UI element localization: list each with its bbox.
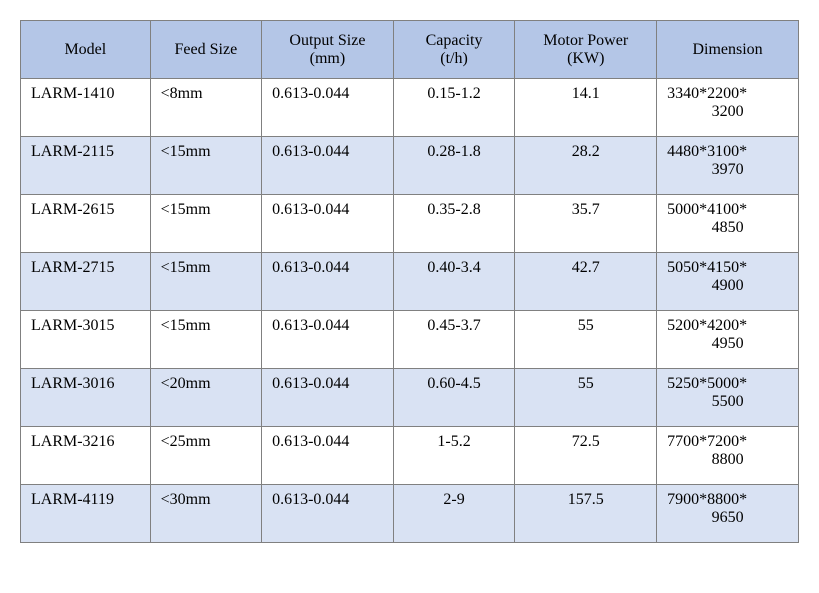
cell-line1: 5250*5000* xyxy=(667,375,788,393)
table-row: LARM-3216<25mm0.613-0.0441-5.272.57700*7… xyxy=(21,427,799,485)
column-header: Capacity(t/h) xyxy=(393,21,515,79)
table-cell: <15mm xyxy=(150,195,261,253)
column-header: Output Size(mm) xyxy=(262,21,394,79)
table-cell: 3340*2200*3200 xyxy=(657,79,799,137)
cell-line2: 9650 xyxy=(667,509,788,527)
table-cell: 42.7 xyxy=(515,253,657,311)
table-cell: 0.613-0.044 xyxy=(262,79,394,137)
header-label-line1: Capacity xyxy=(404,32,505,50)
table-row: LARM-3016<20mm0.613-0.0440.60-4.5555250*… xyxy=(21,369,799,427)
table-cell: 5250*5000*5500 xyxy=(657,369,799,427)
table-cell: <30mm xyxy=(150,485,261,543)
table-cell: <15mm xyxy=(150,311,261,369)
table-cell: 5200*4200*4950 xyxy=(657,311,799,369)
table-row: LARM-1410<8mm0.613-0.0440.15-1.214.13340… xyxy=(21,79,799,137)
table-cell: LARM-3216 xyxy=(21,427,151,485)
table-cell: 28.2 xyxy=(515,137,657,195)
table-cell: 0.35-2.8 xyxy=(393,195,515,253)
cell-line2: 3970 xyxy=(667,161,788,179)
table-cell: 0.60-4.5 xyxy=(393,369,515,427)
cell-line2: 4850 xyxy=(667,219,788,237)
table-cell: 5050*4150*4900 xyxy=(657,253,799,311)
table-cell: 5000*4100*4850 xyxy=(657,195,799,253)
table-row: LARM-2615<15mm0.613-0.0440.35-2.835.7500… xyxy=(21,195,799,253)
table-cell: 35.7 xyxy=(515,195,657,253)
table-row: LARM-2715<15mm0.613-0.0440.40-3.442.7505… xyxy=(21,253,799,311)
cell-line1: 5000*4100* xyxy=(667,201,788,219)
table-cell: 0.15-1.2 xyxy=(393,79,515,137)
header-label-line2: (t/h) xyxy=(404,50,505,68)
cell-line2: 5500 xyxy=(667,393,788,411)
header-label-line1: Motor Power xyxy=(525,32,646,50)
header-label-line1: Model xyxy=(31,41,140,59)
column-header: Feed Size xyxy=(150,21,261,79)
table-row: LARM-4119<30mm0.613-0.0442-9157.57900*88… xyxy=(21,485,799,543)
table-cell: LARM-2715 xyxy=(21,253,151,311)
column-header: Motor Power(KW) xyxy=(515,21,657,79)
table-cell: LARM-3016 xyxy=(21,369,151,427)
table-cell: 0.613-0.044 xyxy=(262,195,394,253)
table-cell: 2-9 xyxy=(393,485,515,543)
table-cell: 1-5.2 xyxy=(393,427,515,485)
table-cell: 0.613-0.044 xyxy=(262,311,394,369)
table-cell: <20mm xyxy=(150,369,261,427)
cell-line1: 7900*8800* xyxy=(667,491,788,509)
table-cell: 157.5 xyxy=(515,485,657,543)
table-cell: LARM-2615 xyxy=(21,195,151,253)
table-cell: LARM-3015 xyxy=(21,311,151,369)
table-cell: 14.1 xyxy=(515,79,657,137)
table-cell: 55 xyxy=(515,369,657,427)
table-cell: 0.28-1.8 xyxy=(393,137,515,195)
table-cell: 0.613-0.044 xyxy=(262,485,394,543)
table-cell: 7700*7200*8800 xyxy=(657,427,799,485)
table-cell: 0.45-3.7 xyxy=(393,311,515,369)
table-cell: <8mm xyxy=(150,79,261,137)
cell-line2: 4950 xyxy=(667,335,788,353)
table-cell: 55 xyxy=(515,311,657,369)
column-header: Dimension xyxy=(657,21,799,79)
cell-line1: 5200*4200* xyxy=(667,317,788,335)
table-cell: LARM-1410 xyxy=(21,79,151,137)
table-cell: LARM-4119 xyxy=(21,485,151,543)
table-cell: 7900*8800*9650 xyxy=(657,485,799,543)
table-header-row: ModelFeed SizeOutput Size(mm)Capacity(t/… xyxy=(21,21,799,79)
cell-line1: 3340*2200* xyxy=(667,85,788,103)
table-cell: 72.5 xyxy=(515,427,657,485)
header-label-line2: (KW) xyxy=(525,50,646,68)
cell-line1: 5050*4150* xyxy=(667,259,788,277)
header-label-line2: (mm) xyxy=(272,50,383,68)
table-cell: 0.613-0.044 xyxy=(262,253,394,311)
table-cell: 0.613-0.044 xyxy=(262,369,394,427)
table-cell: 0.40-3.4 xyxy=(393,253,515,311)
header-label-line1: Dimension xyxy=(667,41,788,59)
header-label-line1: Feed Size xyxy=(161,41,251,59)
cell-line2: 8800 xyxy=(667,451,788,469)
column-header: Model xyxy=(21,21,151,79)
table-cell: 4480*3100*3970 xyxy=(657,137,799,195)
table-cell: LARM-2115 xyxy=(21,137,151,195)
table-cell: <15mm xyxy=(150,253,261,311)
cell-line1: 4480*3100* xyxy=(667,143,788,161)
cell-line2: 3200 xyxy=(667,103,788,121)
table-row: LARM-3015<15mm0.613-0.0440.45-3.7555200*… xyxy=(21,311,799,369)
header-label-line1: Output Size xyxy=(272,32,383,50)
spec-table: ModelFeed SizeOutput Size(mm)Capacity(t/… xyxy=(20,20,799,543)
table-cell: 0.613-0.044 xyxy=(262,427,394,485)
table-cell: 0.613-0.044 xyxy=(262,137,394,195)
table-cell: <25mm xyxy=(150,427,261,485)
cell-line2: 4900 xyxy=(667,277,788,295)
table-cell: <15mm xyxy=(150,137,261,195)
table-row: LARM-2115<15mm0.613-0.0440.28-1.828.2448… xyxy=(21,137,799,195)
cell-line1: 7700*7200* xyxy=(667,433,788,451)
